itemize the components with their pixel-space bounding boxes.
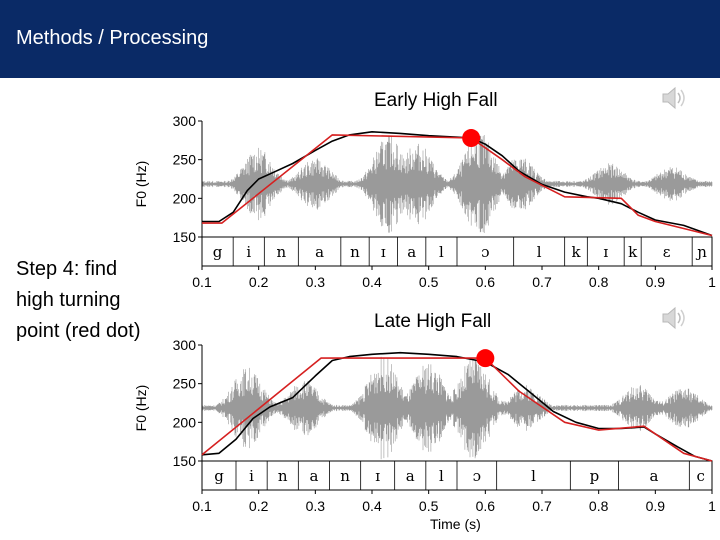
segment-label: ɲ: [695, 243, 707, 261]
segment-label: a: [406, 467, 415, 485]
segment-label: l: [537, 243, 542, 261]
x-tick-label: 1: [708, 498, 716, 514]
x-tick-label: 1: [708, 274, 716, 290]
x-tick-label: 0.1: [192, 274, 212, 290]
segment-label: c: [696, 467, 704, 485]
x-tick-label: 0.8: [589, 274, 609, 290]
segment-label: a: [315, 243, 324, 261]
segment-label: ɛ: [663, 243, 671, 261]
x-tick-label: 0.2: [249, 498, 269, 514]
y-tick-label: 150: [173, 453, 197, 469]
segment-label: n: [278, 467, 288, 485]
chart-title-late: Late High Fall: [374, 311, 492, 332]
segment-label: a: [649, 467, 658, 485]
y-tick-label: 200: [173, 190, 197, 206]
y-tick-label: 150: [173, 229, 197, 245]
segment-label: ɪ: [603, 243, 608, 261]
x-tick-label: 0.4: [362, 498, 382, 514]
y-tick-label: 300: [173, 337, 197, 353]
x-tick-label: 0.4: [362, 274, 382, 290]
segment-label: k: [628, 243, 638, 261]
segment-label: n: [350, 243, 360, 261]
f0-series-line: [202, 134, 713, 237]
y-tick-label: 250: [173, 152, 197, 168]
chart-late-high-fall: 150 200 250 300 F0 (Hz) g i n a n ɪ a l ɔ l p a c 0.1 0.2 0.…: [133, 337, 716, 514]
x-tick-label: 0.5: [419, 498, 439, 514]
x-tick-label: 0.7: [532, 498, 552, 514]
segment-label: k: [571, 243, 581, 261]
slide-title: Methods / Processing: [16, 27, 209, 49]
waveform: [201, 356, 713, 460]
segment-label: l: [531, 467, 536, 485]
y-tick-label: 300: [173, 113, 197, 129]
segment-label: g: [213, 243, 223, 261]
segment-label: ɔ: [481, 243, 489, 261]
high-turning-point: [476, 349, 495, 368]
y-tick-label: 200: [173, 414, 197, 430]
segment-label: ɪ: [375, 467, 380, 485]
x-tick-label: 0.9: [646, 274, 666, 290]
x-tick-label: 0.6: [476, 498, 496, 514]
x-tick-label: 0.3: [306, 498, 326, 514]
segment-label: l: [439, 243, 444, 261]
x-tick-label: 0.8: [589, 498, 609, 514]
y-axis-label: F0 (Hz): [133, 385, 149, 432]
segment-label: n: [276, 243, 286, 261]
speaker-icon[interactable]: [660, 304, 688, 332]
slide-header: Methods / Processing: [0, 0, 720, 78]
x-tick-label: 0.3: [306, 274, 326, 290]
chart-title-early: Early High Fall: [374, 90, 498, 111]
segment-label: i: [249, 467, 254, 485]
segment-label: g: [214, 467, 224, 485]
x-tick-label: 0.2: [249, 274, 269, 290]
chart-early-high-fall: 150 200 250 300 F0 (Hz) g i n a n ɪ a l ɔ l k ɪ k ɛ ɲ 0.1 0.2…: [133, 113, 716, 290]
x-tick-label: 0.5: [419, 274, 439, 290]
segment-label: n: [340, 467, 350, 485]
segment-label: a: [407, 243, 416, 261]
high-turning-point: [462, 129, 481, 148]
y-tick-label: 250: [173, 376, 197, 392]
step-description: Step 4: find high turning point (red dot…: [16, 258, 141, 342]
segment-label: i: [246, 243, 251, 261]
x-axis-label: Time (s): [430, 516, 481, 532]
segment-label: ɪ: [381, 243, 386, 261]
y-axis-label: F0 (Hz): [133, 161, 149, 208]
x-tick-label: 0.1: [192, 498, 212, 514]
x-tick-label: 0.6: [476, 274, 496, 290]
segment-label: l: [439, 467, 444, 485]
waveform: [201, 135, 713, 233]
f0-series-line: [201, 357, 713, 462]
segment-label: p: [590, 467, 600, 485]
segment-label: a: [309, 467, 318, 485]
segment-label: ɔ: [473, 467, 481, 485]
x-tick-label: 0.9: [646, 498, 666, 514]
speaker-icon[interactable]: [660, 84, 688, 112]
x-tick-label: 0.7: [532, 274, 552, 290]
